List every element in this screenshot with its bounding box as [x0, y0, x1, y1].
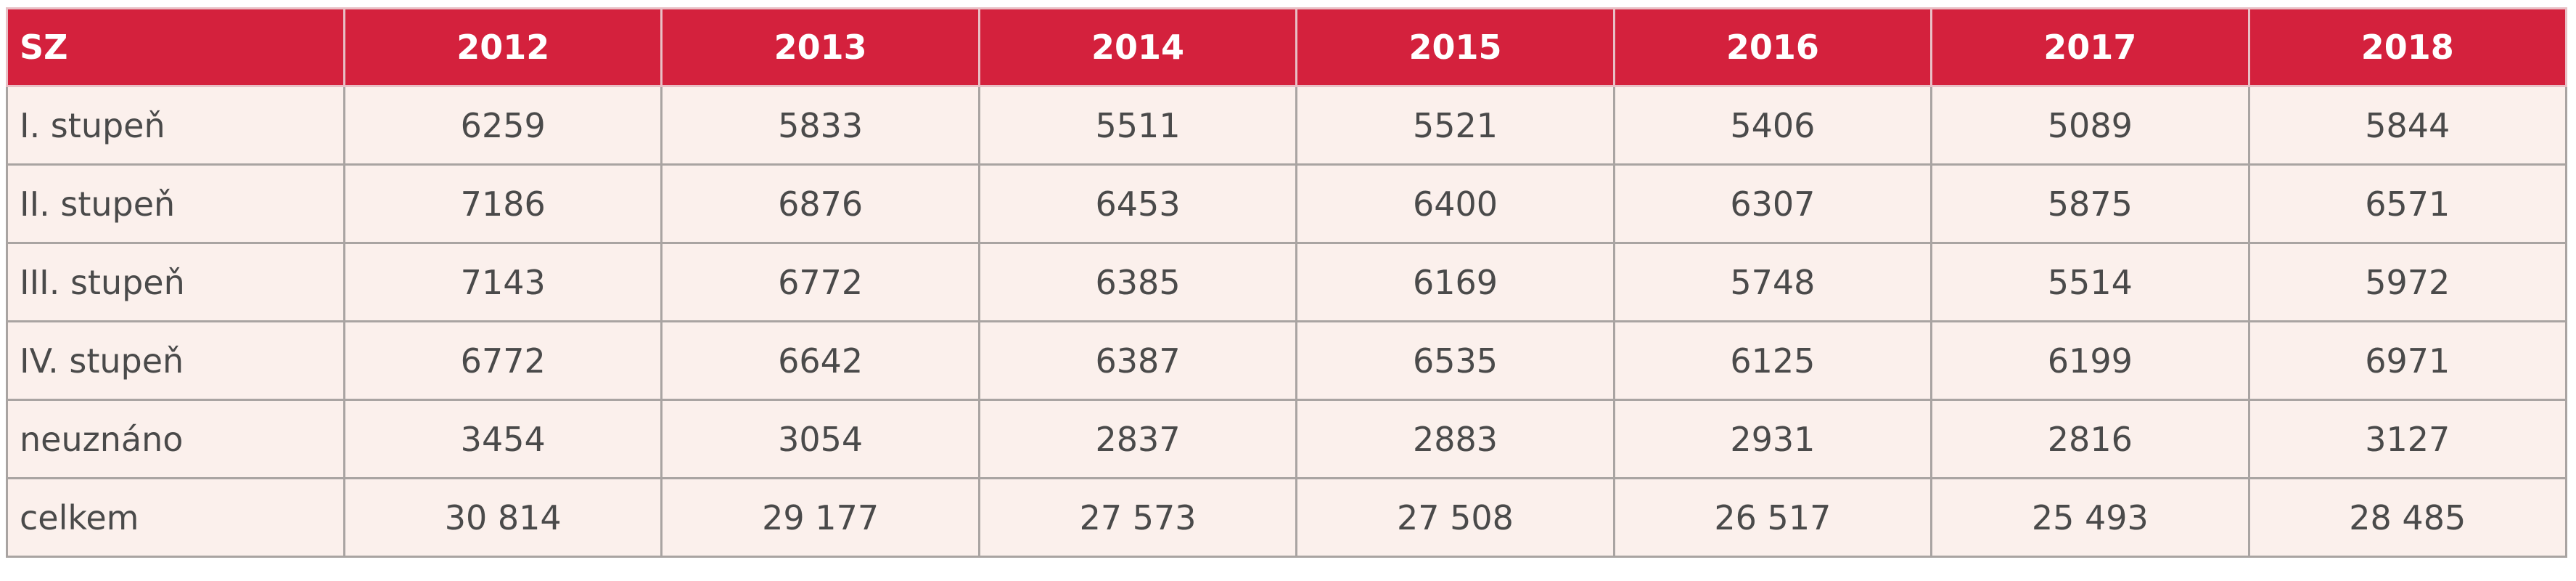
- table-cell: 2816: [1930, 399, 2250, 479]
- table-cell: 6125: [1612, 320, 1933, 401]
- header-cell: SZ: [6, 7, 345, 87]
- header-row: SZ 2012 2013 2014 2015 2016 2017 2018: [6, 7, 2568, 87]
- table-row: neuznáno 3454 3054 2837 2883 2931 2816 3127: [6, 399, 2568, 479]
- table-cell: 2883: [1295, 399, 1615, 479]
- header-cell: 2015: [1295, 7, 1615, 87]
- table-cell: 5844: [2247, 85, 2568, 166]
- table-cell: 5875: [1930, 163, 2250, 244]
- table-cell: 5521: [1295, 85, 1615, 166]
- header-cell: 2012: [342, 7, 663, 87]
- row-label: IV. stupeň: [6, 320, 345, 401]
- table-cell: 27 573: [977, 477, 1298, 558]
- table-cell: 6535: [1295, 320, 1615, 401]
- table-row: III. stupeň 7143 6772 6385 6169 5748 5514 5972: [6, 242, 2568, 322]
- table-row: I. stupeň 6259 5833 5511 5521 5406 5089 5844: [6, 85, 2568, 166]
- table-row: IV. stupeň 6772 6642 6387 6535 6125 6199 6971: [6, 320, 2568, 401]
- table-cell: 5748: [1612, 242, 1933, 322]
- header-cell: 2014: [977, 7, 1298, 87]
- header-cell: 2017: [1930, 7, 2250, 87]
- table-row: II. stupeň 7186 6876 6453 6400 6307 5875 6571: [6, 163, 2568, 244]
- table-cell: 25 493: [1930, 477, 2250, 558]
- table-cell: 6169: [1295, 242, 1615, 322]
- table-cell: 28 485: [2247, 477, 2568, 558]
- table-cell: 5514: [1930, 242, 2250, 322]
- row-label: III. stupeň: [6, 242, 345, 322]
- table-cell: 2931: [1612, 399, 1933, 479]
- table-cell: 3454: [342, 399, 663, 479]
- table-cell: 6199: [1930, 320, 2250, 401]
- row-label: I. stupeň: [6, 85, 345, 166]
- row-label: II. stupeň: [6, 163, 345, 244]
- table-cell: 3127: [2247, 399, 2568, 479]
- table-cell: 5972: [2247, 242, 2568, 322]
- row-label: celkem: [6, 477, 345, 558]
- table-cell: 29 177: [660, 477, 980, 558]
- table-cell: 3054: [660, 399, 980, 479]
- table-cell: 27 508: [1295, 477, 1615, 558]
- table-cell: 6259: [342, 85, 663, 166]
- table-cell: 5833: [660, 85, 980, 166]
- table-cell: 30 814: [342, 477, 663, 558]
- table-cell: 26 517: [1612, 477, 1933, 558]
- header-cell: 2016: [1612, 7, 1933, 87]
- table-cell: 5511: [977, 85, 1298, 166]
- table-cell: 6307: [1612, 163, 1933, 244]
- data-table: SZ 2012 2013 2014 2015 2016 2017 2018 I. stupeň…: [6, 7, 2568, 558]
- table-body: I. stupeň 6259 5833 5511 5521 5406 5089 5844 II.…: [6, 85, 2568, 558]
- table-row: celkem 30 814 29 177 27 573 27 508 26 517 25 4…: [6, 477, 2568, 558]
- table-cell: 5089: [1930, 85, 2250, 166]
- table-cell: 6971: [2247, 320, 2568, 401]
- header-cell: 2013: [660, 7, 980, 87]
- table-cell: 7186: [342, 163, 663, 244]
- table-cell: 6571: [2247, 163, 2568, 244]
- header-cell: 2018: [2247, 7, 2568, 87]
- row-label: neuznáno: [6, 399, 345, 479]
- table-cell: 6387: [977, 320, 1298, 401]
- table-cell: 6400: [1295, 163, 1615, 244]
- table-cell: 6876: [660, 163, 980, 244]
- table-cell: 6453: [977, 163, 1298, 244]
- table-cell: 2837: [977, 399, 1298, 479]
- table-cell: 6772: [660, 242, 980, 322]
- table-cell: 5406: [1612, 85, 1933, 166]
- table-cell: 6385: [977, 242, 1298, 322]
- table-cell: 7143: [342, 242, 663, 322]
- table-cell: 6772: [342, 320, 663, 401]
- table-cell: 6642: [660, 320, 980, 401]
